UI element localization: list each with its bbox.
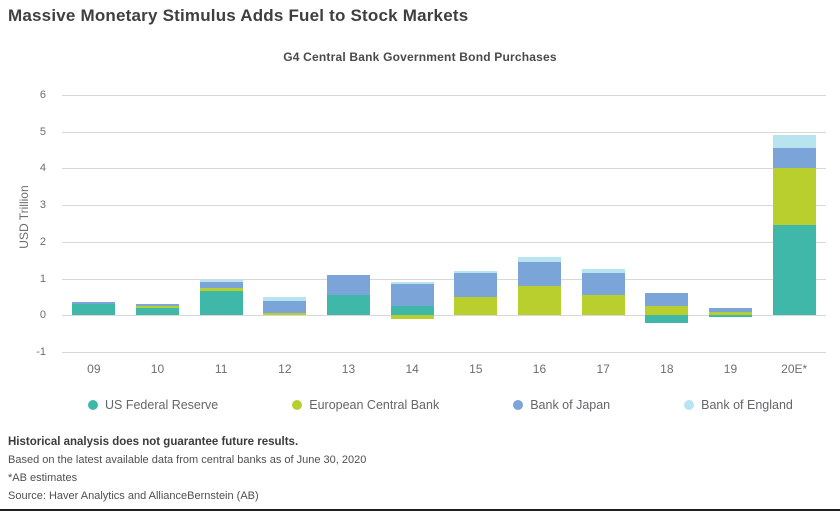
legend-item: European Central Bank <box>292 398 439 412</box>
x-tick-label: 15 <box>469 362 483 376</box>
legend-label: Bank of England <box>701 398 793 412</box>
footnote-disclaimer: Historical analysis does not guarantee f… <box>8 436 299 448</box>
x-tick-label: 12 <box>278 362 292 376</box>
legend-item: US Federal Reserve <box>88 398 218 412</box>
bar-segment <box>135 306 180 308</box>
bar-segment <box>645 315 689 323</box>
bar-segment <box>326 295 371 316</box>
x-tick-label: 17 <box>596 362 610 376</box>
x-tick-label: 20E* <box>781 362 808 376</box>
footnote-source: Source: Haver Analytics and AllianceBern… <box>8 490 259 502</box>
bar-segment <box>199 282 243 288</box>
y-axis-ticks: -1 0 1 2 3 4 5 6 <box>14 89 54 358</box>
legend: US Federal Reserve European Central Bank B… <box>88 398 793 412</box>
bar-segment <box>390 315 434 319</box>
legend-label: European Central Bank <box>309 398 440 412</box>
y-tick-label: 6 <box>39 89 46 101</box>
x-tick-label: 10 <box>150 362 165 376</box>
plot-area <box>62 95 826 353</box>
y-tick-label: -1 <box>36 346 46 358</box>
y-tick-label: 0 <box>39 309 46 322</box>
bar-segment <box>454 271 498 274</box>
bar-segment <box>454 296 498 316</box>
bar-segment <box>645 293 689 307</box>
page-title: Massive Monetary Stimulus Adds Fuel to S… <box>8 6 469 25</box>
bar-segment <box>581 295 625 316</box>
bar-segment <box>199 287 243 292</box>
bar-segment <box>263 300 307 314</box>
bar-segment <box>263 313 307 316</box>
bar-segment <box>72 302 116 305</box>
bar-segment <box>263 296 307 301</box>
legend-dot-icon <box>292 400 303 410</box>
bar-segment <box>390 282 434 285</box>
x-tick-label: 18 <box>660 362 674 376</box>
footnote-data-asof: Based on the latest available data from … <box>8 454 367 466</box>
y-tick-label: 5 <box>39 125 46 138</box>
bar-segment <box>390 284 434 307</box>
bar-segment <box>135 307 180 316</box>
bar-segment <box>199 280 243 283</box>
bar-segment <box>517 285 562 316</box>
x-tick-label: 13 <box>341 362 356 376</box>
bar-segment <box>708 315 753 318</box>
gridline <box>62 205 826 207</box>
y-tick-label: 2 <box>39 235 46 248</box>
bar-segment <box>708 307 753 312</box>
bar-segment <box>772 135 816 149</box>
bar-segment <box>772 225 816 316</box>
bottom-rule <box>0 509 840 511</box>
bar-segment <box>72 304 116 316</box>
x-tick-label: 11 <box>214 362 228 376</box>
bar-segment <box>517 256 562 263</box>
bar-segment <box>326 274 371 296</box>
legend-dot-icon <box>88 400 98 410</box>
bar-segment <box>581 269 625 274</box>
y-tick-label: 4 <box>39 162 46 175</box>
y-tick-label: 1 <box>39 272 46 285</box>
x-axis-labels: 09 10 11 12 13 14 15 16 17 18 19 20E* <box>62 362 826 378</box>
chart-subtitle: G4 Central Bank Government Bond Purchase… <box>283 50 557 64</box>
bar-segment <box>581 273 625 296</box>
bar-segment <box>454 273 498 297</box>
bar-segment <box>645 306 689 316</box>
footnote-estimates: *AB estimates <box>8 472 78 484</box>
bar-segment <box>390 306 434 316</box>
legend-item: Bank of England <box>684 398 793 412</box>
gridline <box>62 278 826 280</box>
bar-segment <box>135 304 180 307</box>
bar-segment <box>517 262 562 286</box>
footnotes: Historical analysis does not guarantee f… <box>8 436 808 508</box>
gridline <box>62 168 826 170</box>
legend-dot-icon <box>684 400 695 410</box>
gridline <box>62 315 826 317</box>
legend-label: Bank of Japan <box>530 398 611 412</box>
legend-dot-icon <box>513 400 524 410</box>
bar-segment <box>772 148 816 169</box>
gridline <box>62 352 826 353</box>
y-tick-label: 3 <box>39 199 46 212</box>
x-tick-label: 16 <box>532 362 547 376</box>
x-tick-label: 19 <box>723 362 738 376</box>
x-tick-label: 14 <box>405 362 419 376</box>
bar-segment <box>708 311 753 316</box>
gridline <box>62 95 826 96</box>
legend-item: Bank of Japan <box>513 398 610 412</box>
x-tick-label: 09 <box>87 362 101 376</box>
bar-segment <box>772 168 816 226</box>
bar-segment <box>199 291 243 316</box>
legend-label: US Federal Reserve <box>105 398 219 412</box>
gridline <box>62 131 826 133</box>
gridline <box>62 241 826 243</box>
